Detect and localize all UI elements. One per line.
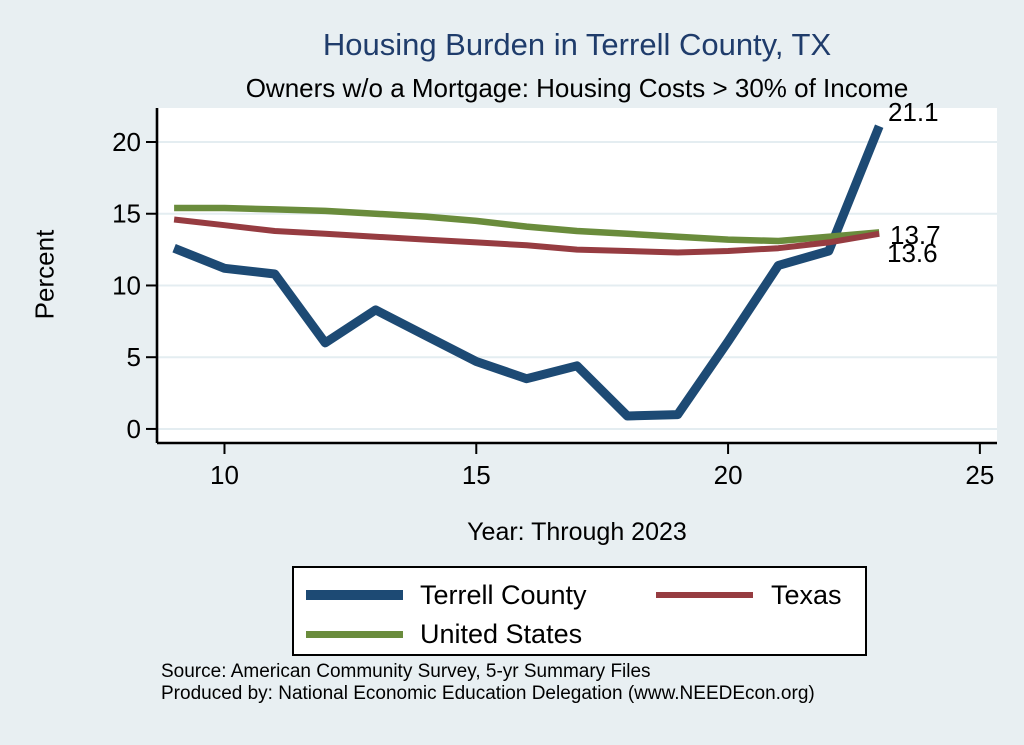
legend-swatch-united-states [306, 631, 403, 638]
y-tick-label-10: 10 [112, 270, 141, 300]
series-line-united-states [174, 204, 880, 245]
y-tick-label-5: 5 [127, 342, 141, 372]
end-label-texas: 13.6 [887, 238, 938, 268]
legend: Terrell County Texas United States [292, 566, 867, 656]
legend-swatch-texas [656, 592, 753, 598]
legend-label-texas: Texas [771, 580, 842, 610]
x-tick-label-15: 15 [462, 460, 491, 490]
series-line-texas [173, 216, 880, 256]
source-line-1: Source: American Community Survey, 5-yr … [161, 661, 651, 682]
y-axis-title: Percent [29, 229, 60, 320]
y-tick-label-20: 20 [112, 127, 141, 157]
source-line-2: Produced by: National Economic Education… [161, 683, 815, 704]
plot-area [157, 108, 997, 443]
y-tick-label-15: 15 [112, 199, 141, 229]
chart-subtitle: Owners w/o a Mortgage: Housing Costs > 3… [245, 73, 909, 103]
x-tick-label-10: 10 [210, 460, 239, 490]
end-label-terrell-county: 21.1 [888, 97, 939, 127]
x-tick-label-25: 25 [965, 460, 994, 490]
legend-label-united-states: United States [420, 619, 583, 649]
source-block: Source: American Community Survey, 5-yr … [161, 661, 981, 705]
x-axis-title: Year: Through 2023 [467, 518, 687, 546]
end-label-united-states: 13.7 [890, 220, 941, 250]
chart-title: Housing Burden in Terrell County, TX [322, 27, 832, 62]
series-line-terrell-county [172, 124, 884, 421]
x-tick-label-20: 20 [714, 460, 743, 490]
legend-label-terrell-county: Terrell County [420, 580, 587, 610]
legend-swatch-terrell-county [306, 590, 403, 600]
y-tick-label-0: 0 [127, 414, 141, 444]
